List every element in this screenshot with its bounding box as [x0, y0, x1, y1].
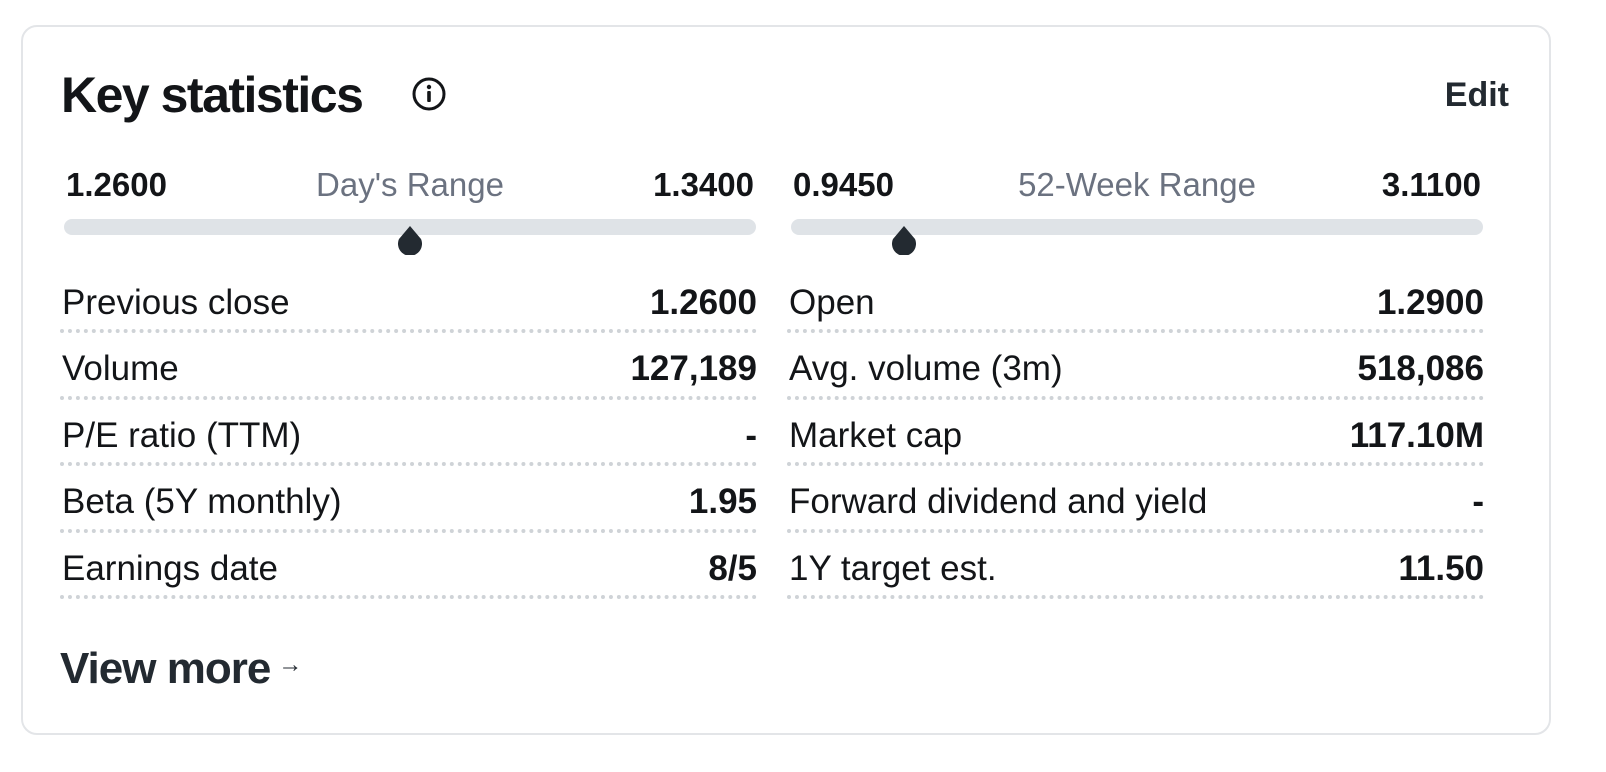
stat-row-avg-volume: Avg. volume (3m) 518,086	[787, 333, 1484, 400]
stat-label: Volume	[62, 349, 179, 389]
days-range: Day's Range 1.2600 1.3400	[64, 157, 756, 255]
stat-value: 11.50	[1398, 548, 1484, 588]
stat-row-volume: Volume 127,189	[60, 333, 757, 400]
stat-value: 1.2600	[649, 283, 757, 322]
stat-row-open: Open 1.2900	[787, 267, 1484, 334]
range-low-value: 0.9450	[793, 166, 894, 203]
stat-label: Previous close	[62, 283, 290, 322]
stat-label: Open	[789, 283, 875, 322]
range-track	[791, 219, 1483, 235]
stat-value: 8/5	[708, 548, 757, 588]
range-label: Day's Range	[316, 166, 504, 203]
range-high-value: 3.1100	[1381, 166, 1481, 203]
stat-value: 117.10M	[1349, 415, 1484, 455]
stat-label: Avg. volume (3m)	[789, 349, 1063, 389]
stat-row-beta: Beta (5Y monthly) 1.95	[60, 466, 757, 533]
stat-value: -	[1472, 482, 1484, 522]
52-week-range: 52-Week Range 0.9450 3.1100	[791, 157, 1483, 255]
stat-value: -	[745, 415, 757, 455]
stat-row-pe-ratio: P/E ratio (TTM) -	[60, 400, 757, 467]
stats-column-left: Previous close 1.2600 Volume 127,189 P/E…	[60, 267, 757, 599]
stats-column-right: Open 1.2900 Avg. volume (3m) 518,086 Mar…	[787, 267, 1484, 599]
stat-row-previous-close: Previous close 1.2600	[60, 267, 757, 334]
stat-value: 518,086	[1357, 349, 1484, 389]
view-more-link[interactable]: View more →	[60, 641, 302, 699]
stat-value: 1.95	[688, 482, 757, 522]
arrow-right-icon: →	[278, 651, 302, 679]
stat-row-market-cap: Market cap 117.10M	[787, 400, 1484, 467]
stat-value: 127,189	[630, 349, 757, 389]
stat-label: Earnings date	[62, 548, 278, 588]
stat-row-earnings-date: Earnings date 8/5	[60, 533, 757, 599]
stat-row-forward-dividend: Forward dividend and yield -	[787, 466, 1484, 533]
stat-label: P/E ratio (TTM)	[62, 415, 302, 455]
range-label: 52-Week Range	[1018, 166, 1256, 203]
edit-button[interactable]: Edit	[1444, 76, 1509, 114]
stat-label: Forward dividend and yield	[789, 482, 1208, 522]
range-marker-icon	[398, 226, 422, 255]
info-circle-icon[interactable]	[411, 76, 447, 112]
stat-value: 1.2900	[1376, 283, 1484, 322]
stat-row-1y-target: 1Y target est. 11.50	[787, 533, 1484, 599]
range-high-value: 1.3400	[653, 166, 754, 203]
stat-label: Market cap	[789, 415, 963, 455]
key-statistics-card: Key statistics Edit Day's Range 1.2600 1…	[21, 25, 1551, 735]
stat-label: 1Y target est.	[789, 548, 997, 588]
section-title: Key statistics	[61, 67, 364, 123]
view-more-label: View more	[60, 644, 271, 693]
stat-label: Beta (5Y monthly)	[62, 482, 342, 522]
range-low-value: 1.2600	[66, 166, 167, 203]
range-marker-icon	[891, 226, 916, 255]
